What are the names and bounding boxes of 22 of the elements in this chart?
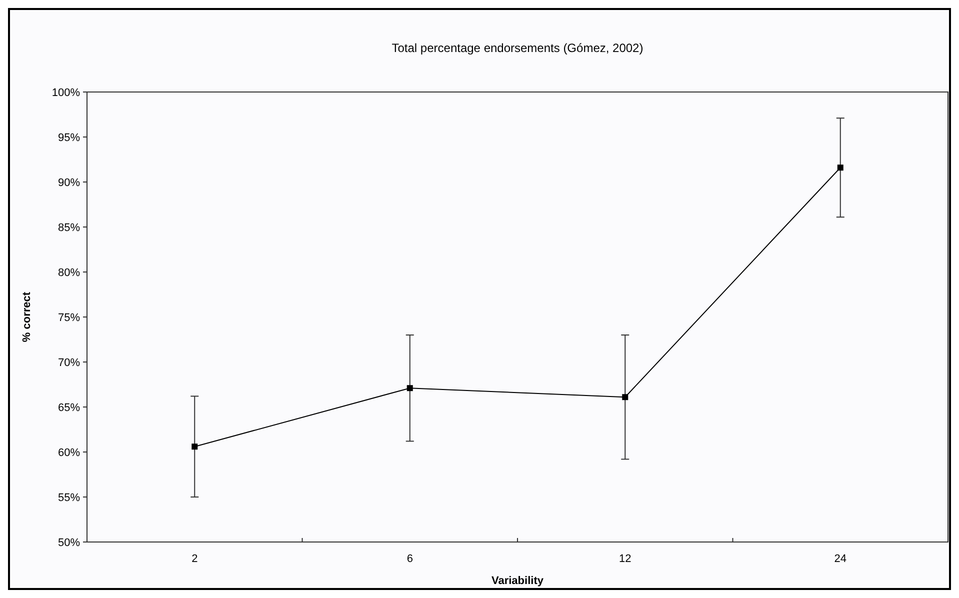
y-tick-label: 55% <box>58 492 80 504</box>
y-tick-label: 95% <box>58 132 80 144</box>
y-tick-label: 85% <box>58 222 80 234</box>
chart-title: Total percentage endorsements (Gómez, 2002) <box>392 41 644 55</box>
y-tick-label: 70% <box>58 357 80 369</box>
x-axis-title: Variability <box>492 575 544 587</box>
y-tick-label: 65% <box>58 402 80 414</box>
x-tick-label: 2 <box>192 553 198 565</box>
x-tick-label: 12 <box>619 553 632 565</box>
point <box>406 385 413 392</box>
x-tick-label: 6 <box>406 553 413 565</box>
y-tick-label: 50% <box>58 537 80 549</box>
y-tick-label: 60% <box>58 447 80 459</box>
point <box>622 394 628 400</box>
y-tick-label: 90% <box>58 177 80 189</box>
y-tick-label: 75% <box>58 312 80 324</box>
point <box>837 164 844 171</box>
y-tick-label: 100% <box>52 87 80 99</box>
y-axis-title: % correct <box>21 292 33 342</box>
x-tick-label: 24 <box>834 553 846 565</box>
y-tick-label: 80% <box>58 267 80 279</box>
point <box>192 444 198 450</box>
